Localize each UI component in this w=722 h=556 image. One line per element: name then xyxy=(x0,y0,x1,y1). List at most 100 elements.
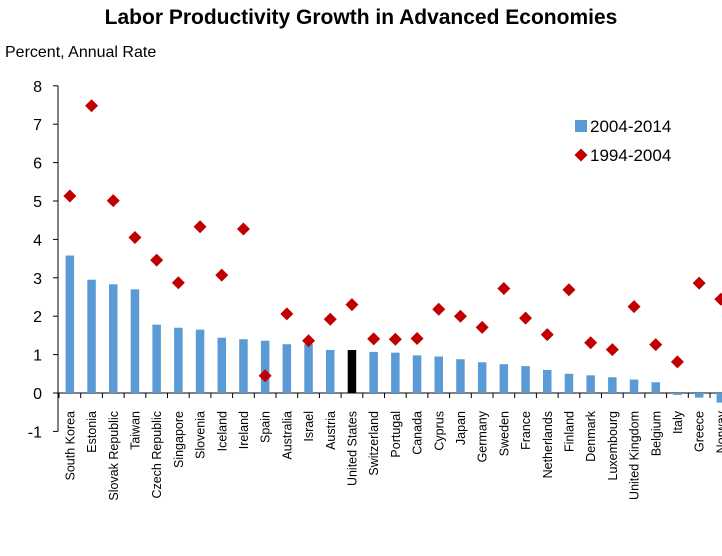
y-tick-label: 0 xyxy=(33,386,42,403)
bar-luxembourg xyxy=(608,377,617,393)
category-label-australia: Australia xyxy=(280,411,294,460)
legend-swatch-marker xyxy=(574,148,588,162)
marker-italy xyxy=(670,355,684,369)
marker-cyprus xyxy=(432,302,446,316)
legend-label-marker: 1994-2004 xyxy=(590,146,671,165)
marker-greece xyxy=(692,276,706,290)
bar-iceland xyxy=(217,337,226,393)
category-label-taiwan: Taiwan xyxy=(128,411,142,450)
bar-switzerland xyxy=(369,351,378,393)
marker-united-kingdom xyxy=(627,300,641,314)
category-label-canada: Canada xyxy=(411,411,425,455)
bar-singapore xyxy=(174,327,183,393)
category-label-ireland: Ireland xyxy=(237,411,251,449)
bar-france xyxy=(521,366,530,393)
marker-iceland xyxy=(215,268,229,282)
marker-estonia xyxy=(85,99,99,113)
legend-swatch-bar xyxy=(575,120,587,132)
marker-slovak-republic xyxy=(106,194,120,208)
category-label-finland: Finland xyxy=(562,411,576,452)
y-tick-label: -1 xyxy=(28,424,42,441)
category-label-united-kingdom: United Kingdom xyxy=(628,411,642,500)
marker-germany xyxy=(475,320,489,334)
bar-south-korea xyxy=(65,255,75,393)
marker-singapore xyxy=(171,276,185,290)
category-label-japan: Japan xyxy=(454,411,468,445)
legend: 2004-2014 1994-2004 xyxy=(574,117,671,165)
category-label-singapore: Singapore xyxy=(172,411,186,468)
y-tick-label: 6 xyxy=(33,156,42,173)
category-label-switzerland: Switzerland xyxy=(367,411,381,476)
marker-spain xyxy=(258,369,272,383)
category-label-israel: Israel xyxy=(302,411,316,442)
category-label-estonia: Estonia xyxy=(85,411,99,453)
category-label-south-korea: South Korea xyxy=(63,411,77,481)
legend-label-bar: 2004-2014 xyxy=(590,117,671,136)
bar-netherlands xyxy=(543,369,552,393)
chart-title: Labor Productivity Growth in Advanced Ec… xyxy=(104,6,618,29)
marker-france xyxy=(519,311,533,325)
bar-series xyxy=(65,255,722,403)
bar-canada xyxy=(412,355,422,393)
bar-japan xyxy=(456,359,465,393)
y-tick-label: 1 xyxy=(33,348,42,365)
marker-canada xyxy=(410,331,424,345)
marker-portugal xyxy=(388,332,402,346)
category-label-sweden: Sweden xyxy=(497,411,511,456)
y-tick-label: 8 xyxy=(33,79,42,96)
marker-netherlands xyxy=(540,328,554,342)
y-axis-unit-label: Percent, Annual Rate xyxy=(5,44,157,61)
category-label-iceland: Iceland xyxy=(215,411,229,451)
bar-spain xyxy=(260,340,270,393)
bar-united-kingdom xyxy=(629,379,639,393)
bar-united-states xyxy=(347,349,357,393)
y-tick-label: 3 xyxy=(33,271,42,288)
bar-sweden xyxy=(499,364,509,393)
category-label-slovak-republic: Slovak Republic xyxy=(107,411,121,501)
y-tick-label: 7 xyxy=(33,117,42,134)
y-tick-label: 5 xyxy=(33,194,42,211)
bar-italy xyxy=(673,393,682,395)
category-labels: South Korea Estonia Slovak Republic Taiwan C… xyxy=(63,410,722,500)
bar-slovak-republic xyxy=(109,284,118,393)
bar-denmark xyxy=(586,375,595,393)
marker-ireland xyxy=(236,222,250,236)
marker-united-states xyxy=(345,298,359,312)
bar-finland xyxy=(564,373,574,393)
bar-norway xyxy=(716,393,722,403)
bar-czech-republic xyxy=(152,324,161,393)
bar-israel xyxy=(304,344,313,393)
category-label-united-states: United States xyxy=(345,411,359,486)
marker-australia xyxy=(280,307,294,321)
axes: 8 7 6 5 4 3 2 1 0 -1 xyxy=(28,79,722,441)
category-label-germany: Germany xyxy=(476,410,490,462)
bar-ireland xyxy=(239,339,248,393)
category-label-greece: Greece xyxy=(693,411,707,452)
bar-australia xyxy=(282,344,292,393)
marker-switzerland xyxy=(367,332,381,346)
category-label-austria: Austria xyxy=(324,411,338,450)
category-label-netherlands: Netherlands xyxy=(541,411,555,478)
bar-austria xyxy=(326,349,335,393)
bar-cyprus xyxy=(434,356,443,393)
marker-sweden xyxy=(497,282,511,296)
category-label-france: France xyxy=(519,411,533,450)
category-label-cyprus: Cyprus xyxy=(432,411,446,451)
bar-germany xyxy=(477,362,487,393)
category-label-spain: Spain xyxy=(259,411,273,443)
bar-taiwan xyxy=(130,289,140,393)
marker-israel xyxy=(302,334,316,348)
marker-south-korea xyxy=(63,189,77,203)
category-label-czech-republic: Czech Republic xyxy=(150,411,164,499)
marker-slovenia xyxy=(193,220,207,234)
marker-czech-republic xyxy=(150,253,164,267)
bar-belgium xyxy=(651,382,660,393)
category-label-italy: Italy xyxy=(671,410,685,434)
category-label-slovenia: Slovenia xyxy=(194,411,208,459)
bar-greece xyxy=(694,393,704,398)
marker-luxembourg xyxy=(605,343,619,357)
category-label-denmark: Denmark xyxy=(584,410,598,461)
bar-slovenia xyxy=(195,329,205,393)
category-label-portugal: Portugal xyxy=(389,411,403,458)
